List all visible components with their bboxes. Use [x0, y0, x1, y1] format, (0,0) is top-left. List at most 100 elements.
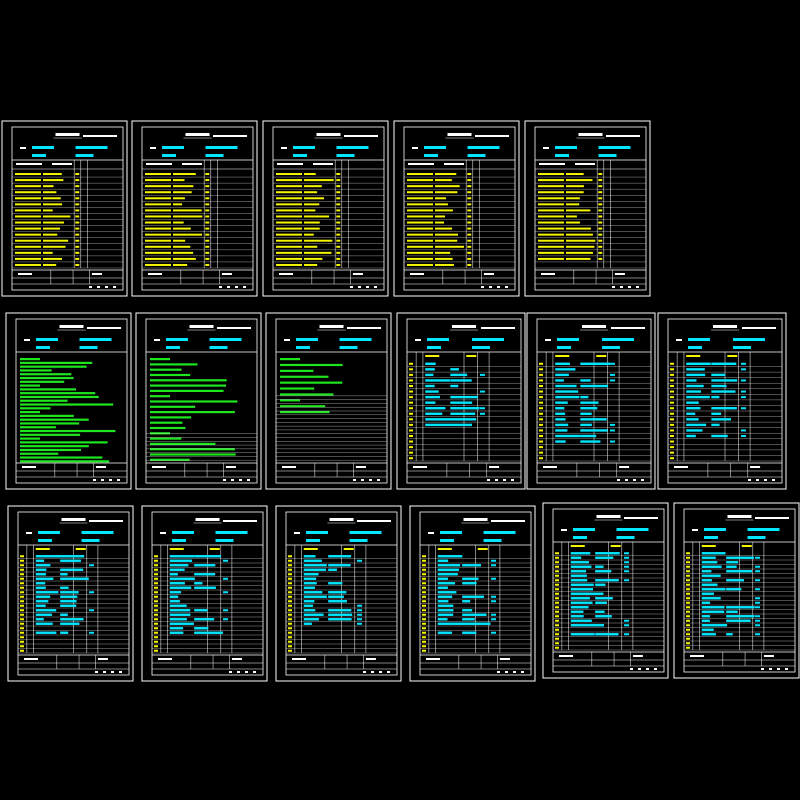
table-row-spec — [328, 591, 347, 594]
table-row-name — [304, 257, 323, 260]
footer-label-mark — [282, 466, 296, 468]
table-row-index — [686, 633, 690, 636]
table-row-index — [686, 610, 690, 613]
table-row-index — [686, 597, 690, 600]
table-row-name — [435, 257, 453, 260]
header-value-mark — [339, 346, 358, 349]
table-row-name — [169, 600, 180, 603]
table-row-count — [75, 185, 80, 188]
table-row-name — [43, 251, 53, 254]
table-row-qty — [223, 609, 229, 612]
header-label-mark — [692, 529, 698, 531]
table-row-index — [288, 577, 292, 580]
sheet-inner-frame — [11, 126, 124, 291]
table-row-code — [276, 245, 302, 248]
table-row-index — [670, 429, 674, 432]
table-row-count — [467, 233, 472, 236]
sheet-title-mark — [463, 518, 488, 521]
note-line — [280, 369, 314, 372]
table-row-count — [467, 263, 472, 266]
table-row-spec — [194, 609, 208, 612]
note-line — [20, 376, 74, 380]
table-row-index — [539, 451, 543, 454]
table-row-qty — [491, 618, 497, 621]
sheet-inner-frame — [272, 126, 385, 291]
table-row-count — [75, 257, 80, 260]
table-row-name — [169, 586, 192, 589]
table-row-count — [75, 203, 80, 206]
table-row-qty — [624, 570, 630, 573]
header-value-mark — [38, 539, 52, 542]
note-line — [20, 407, 51, 410]
note-line — [150, 395, 170, 398]
table-row-name — [437, 600, 449, 603]
header-value-mark — [440, 531, 462, 534]
table-row-count — [598, 191, 603, 194]
table-row-spec — [60, 595, 78, 598]
table-row-name — [570, 633, 595, 636]
table-row-name — [570, 579, 588, 582]
table-row-spec — [450, 395, 479, 399]
note-line — [20, 452, 59, 455]
note-line — [150, 400, 238, 403]
table-header-mark — [209, 548, 220, 550]
table-row-count — [336, 227, 341, 230]
table-header-mark — [570, 545, 585, 547]
footer-label-mark — [619, 466, 630, 468]
table-row-spec — [595, 597, 613, 600]
note-line — [20, 456, 103, 459]
table-row-index — [422, 564, 426, 567]
table-row-count — [205, 215, 210, 218]
footer-label-mark — [352, 273, 363, 275]
table-row-qty — [609, 379, 615, 382]
table-row-name — [425, 412, 443, 415]
table-row-name — [303, 564, 327, 567]
sheet-project-mark — [217, 327, 251, 329]
note-line — [150, 453, 236, 456]
table-row-code — [145, 263, 171, 266]
table-row-qty — [755, 633, 761, 636]
table-row-index — [686, 579, 690, 582]
table-row-count — [598, 221, 603, 224]
footer-page-mark — [111, 671, 114, 673]
table-row-index — [555, 610, 559, 613]
table-row-code — [276, 173, 302, 176]
table-row-index — [288, 573, 292, 576]
table-row-name — [303, 573, 319, 576]
header-value-mark — [467, 154, 486, 157]
table-row-spec — [580, 407, 598, 410]
table-row-spec — [328, 582, 343, 585]
table-row-code — [145, 239, 171, 242]
table-row-name — [435, 227, 453, 230]
table-row-code — [407, 239, 433, 242]
table-row-spec — [580, 440, 601, 443]
table-row-spec — [60, 559, 81, 562]
header-value-mark — [349, 539, 368, 542]
table-row-index — [422, 627, 426, 630]
header-value-mark — [688, 338, 710, 341]
table-row-count — [205, 191, 210, 194]
header-label-mark — [545, 339, 551, 341]
table-row-index — [20, 622, 24, 625]
table-row-name — [303, 559, 322, 562]
table-row-name — [570, 597, 590, 600]
table-row-index — [422, 591, 426, 594]
table-row-name — [566, 221, 580, 224]
footer-page-mark — [497, 286, 500, 288]
table-row-spec — [60, 591, 79, 594]
table-row-code — [145, 185, 171, 188]
table-row-name — [437, 595, 453, 598]
footer-page-mark — [223, 479, 226, 481]
table-row-spec — [60, 568, 84, 571]
table-row-spec — [450, 418, 477, 421]
footer-page-mark — [617, 479, 620, 481]
note-line — [280, 381, 343, 384]
table-row-spec — [711, 434, 728, 438]
table-row-name — [435, 191, 458, 194]
table-header-mark — [555, 355, 570, 357]
header-value-mark — [32, 146, 54, 149]
table-row-index — [670, 435, 674, 437]
table-header-mark — [610, 545, 621, 547]
table-row-index — [539, 373, 543, 376]
sheet-inner-frame — [275, 318, 388, 484]
